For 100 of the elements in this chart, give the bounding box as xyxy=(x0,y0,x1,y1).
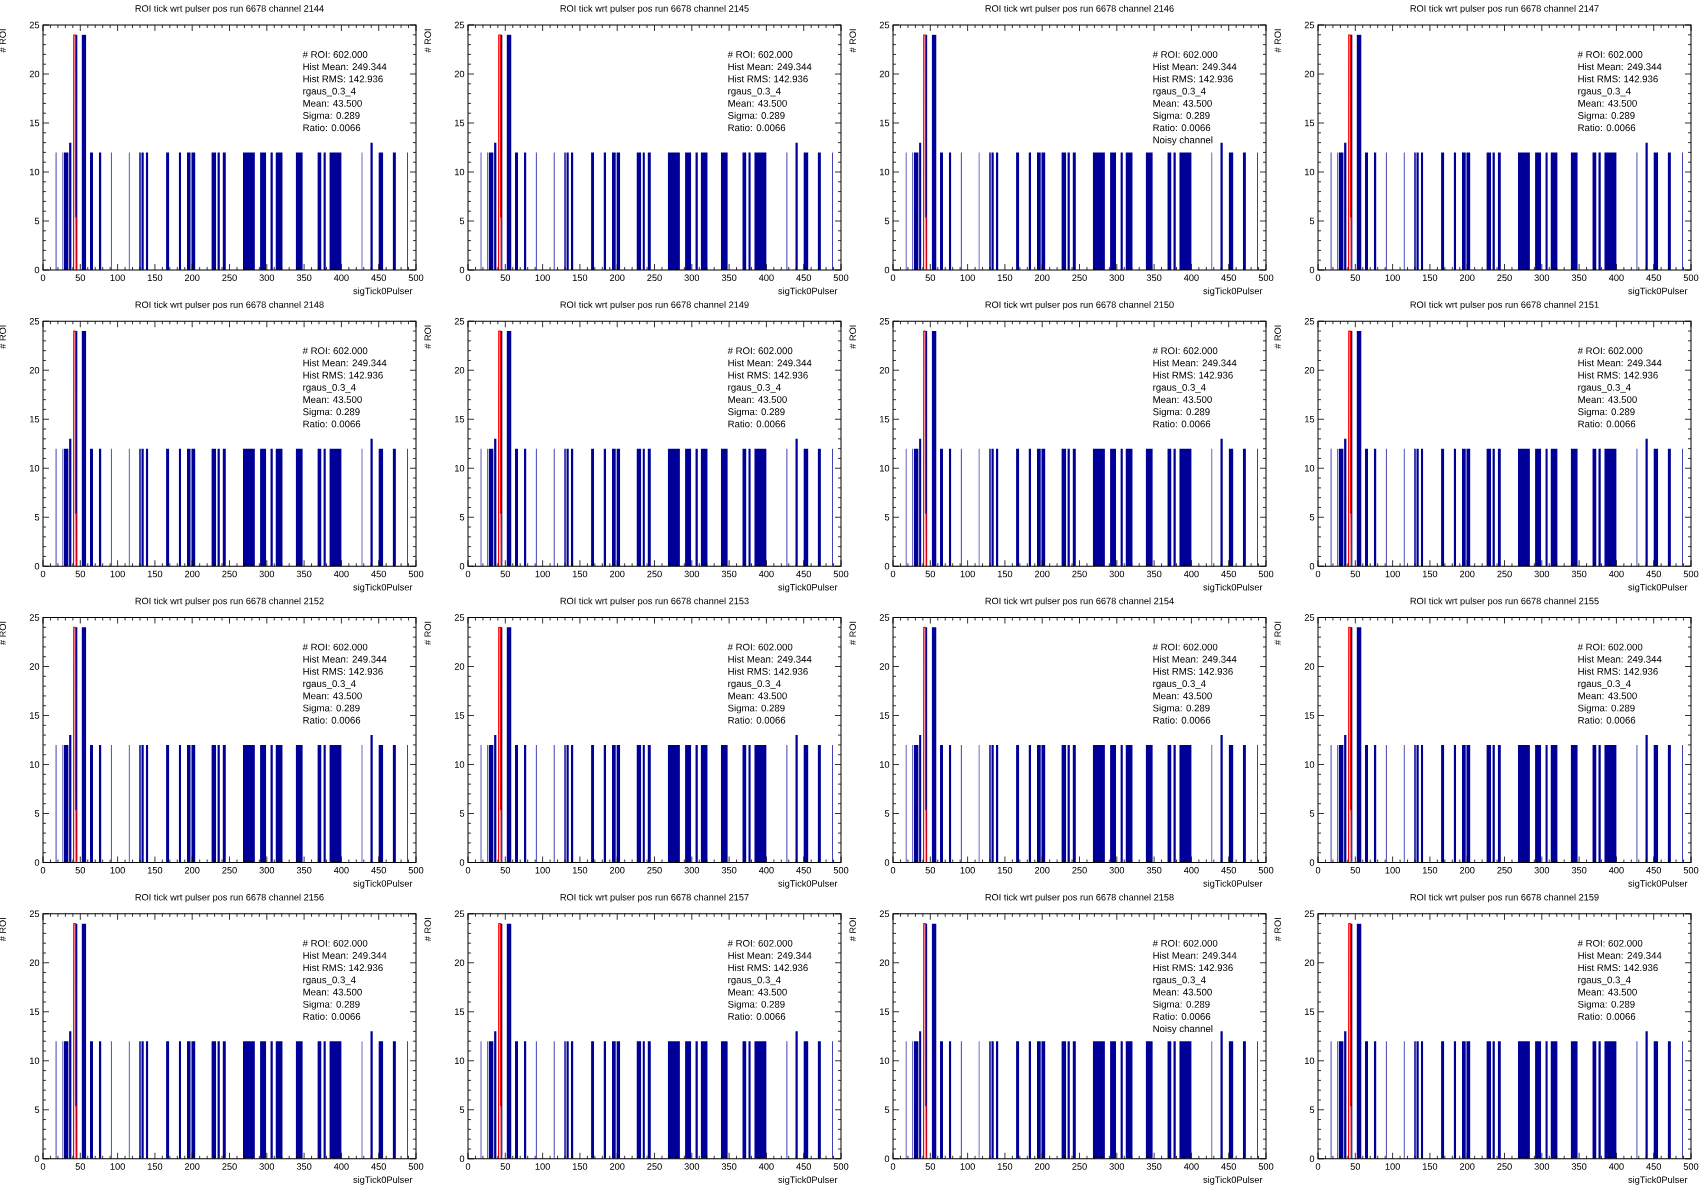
x-tick-label: 200 xyxy=(1460,866,1475,874)
annotation: Mean: 43.500 xyxy=(1578,692,1637,700)
annotation: Sigma: 0.289 xyxy=(1578,1000,1635,1010)
x-tick-label: 0 xyxy=(40,570,46,578)
x-tick-label: 200 xyxy=(1035,570,1050,578)
x-tick-label: 350 xyxy=(1146,866,1162,874)
y-tick-label: 20 xyxy=(1304,70,1315,78)
y-tick-label: 20 xyxy=(879,959,890,967)
annotation: Ratio: 0.0066 xyxy=(1578,1012,1636,1020)
x-tick-label: 500 xyxy=(408,1163,424,1170)
y-tick-label: 25 xyxy=(1304,910,1315,918)
annotation: rgaus_0.3_4 xyxy=(1578,680,1631,689)
chart-title: ROI tick wrt pulser pos run 6678 channel 2147 xyxy=(1410,4,1599,14)
x-tick-label: 150 xyxy=(147,570,163,578)
annotation: Mean: 43.500 xyxy=(303,99,362,107)
x-tick-label: 100 xyxy=(535,866,550,874)
x-tick-label: 500 xyxy=(1258,866,1274,874)
y-tick-label: 5 xyxy=(34,217,40,225)
x-tick-label: 150 xyxy=(997,274,1013,281)
annotation: Hist Mean: 249.344 xyxy=(728,951,812,959)
x-tick-label: 100 xyxy=(960,866,975,874)
x-tick-label: 150 xyxy=(572,570,588,578)
annotation: # ROI: 602.000 xyxy=(1152,939,1218,947)
x-tick-label: 200 xyxy=(185,866,200,874)
x-tick-label: 450 xyxy=(1221,274,1237,281)
annotation: Hist RMS: 142.936 xyxy=(1578,75,1658,83)
y-tick-label: 5 xyxy=(1309,217,1315,225)
y-tick-label: 15 xyxy=(1305,119,1315,127)
y-tick-label: 5 xyxy=(459,810,465,817)
x-tick-label: 50 xyxy=(500,1163,511,1170)
y-tick-label: 15 xyxy=(30,416,40,423)
y-tick-label: 10 xyxy=(30,1057,40,1065)
y-tick-label: 20 xyxy=(879,70,890,78)
y-axis-title: # ROI xyxy=(1274,918,1281,942)
annotation: Ratio: 0.0066 xyxy=(1578,124,1636,132)
x-tick-label: 50 xyxy=(75,570,86,578)
x-tick-label: 400 xyxy=(333,1163,349,1170)
y-tick-label: 15 xyxy=(1305,416,1315,423)
x-tick-label: 450 xyxy=(371,866,387,874)
x-tick-label: 450 xyxy=(1646,1163,1662,1170)
y-tick-label: 0 xyxy=(34,1155,40,1163)
y-tick-label: 10 xyxy=(455,464,465,472)
x-tick-label: 150 xyxy=(572,274,588,281)
x-tick-label: 50 xyxy=(500,274,511,281)
annotation: Ratio: 0.0066 xyxy=(728,1012,786,1020)
y-tick-label: 15 xyxy=(455,416,465,423)
x-tick-label: 100 xyxy=(110,570,125,578)
annotation: Hist Mean: 249.344 xyxy=(303,951,387,959)
x-tick-label: 400 xyxy=(1608,274,1624,281)
annotation: # ROI: 602.000 xyxy=(1577,643,1643,651)
annotation: Hist RMS: 142.936 xyxy=(1153,667,1233,675)
x-tick-label: 0 xyxy=(40,866,46,874)
annotation: Sigma: 0.289 xyxy=(1578,704,1635,714)
x-tick-label: 200 xyxy=(185,274,200,281)
x-tick-label: 300 xyxy=(1109,1163,1125,1170)
annotation: rgaus_0.3_4 xyxy=(1153,383,1206,393)
y-tick-label: 25 xyxy=(879,21,890,29)
annotation: Sigma: 0.289 xyxy=(1153,408,1210,418)
x-tick-label: 100 xyxy=(960,570,975,578)
x-tick-label: 300 xyxy=(259,570,275,578)
x-axis-title: sigTick0Pulser xyxy=(353,879,413,889)
y-tick-label: 20 xyxy=(879,663,890,670)
annotation: rgaus_0.3_4 xyxy=(1578,383,1631,393)
y-tick-label: 5 xyxy=(1309,514,1315,521)
x-tick-label: 200 xyxy=(610,866,625,874)
x-tick-label: 100 xyxy=(1385,1163,1400,1170)
y-tick-label: 0 xyxy=(884,1155,890,1163)
annotation: Ratio: 0.0066 xyxy=(1153,124,1211,132)
annotation: Mean: 43.500 xyxy=(1578,99,1637,107)
x-tick-label: 100 xyxy=(110,1163,125,1170)
x-tick-label: 50 xyxy=(925,866,936,874)
x-tick-label: 300 xyxy=(684,1163,700,1170)
x-tick-label: 0 xyxy=(1315,570,1321,578)
annotation: Mean: 43.500 xyxy=(1578,396,1637,403)
x-axis-title: sigTick0Pulser xyxy=(353,287,413,297)
annotation: Hist Mean: 249.344 xyxy=(1578,63,1662,71)
y-tick-label: 20 xyxy=(29,663,40,670)
annotation: Ratio: 0.0066 xyxy=(1578,716,1636,724)
y-tick-label: 25 xyxy=(879,614,890,621)
annotation: Sigma: 0.289 xyxy=(728,704,785,714)
chart-title: ROI tick wrt pulser pos run 6678 channel 2153 xyxy=(560,597,749,607)
y-tick-label: 10 xyxy=(30,168,40,176)
annotation: Ratio: 0.0066 xyxy=(1153,716,1211,724)
y-axis-title: # ROI xyxy=(1274,621,1281,645)
x-axis-title: sigTick0Pulser xyxy=(778,1176,838,1185)
y-axis-title: # ROI xyxy=(849,918,856,942)
y-tick-label: 25 xyxy=(454,910,465,918)
y-tick-label: 10 xyxy=(455,168,465,176)
annotation: # ROI: 602.000 xyxy=(302,939,368,947)
annotation: Hist Mean: 249.344 xyxy=(728,655,812,663)
x-tick-label: 200 xyxy=(610,1163,625,1170)
x-tick-label: 400 xyxy=(758,274,774,281)
x-tick-label: 300 xyxy=(259,1163,275,1170)
x-tick-label: 350 xyxy=(1146,1163,1162,1170)
annotation: Hist RMS: 142.936 xyxy=(728,75,808,83)
annotation: Hist RMS: 142.936 xyxy=(303,371,383,379)
x-tick-label: 300 xyxy=(1534,570,1550,578)
y-tick-label: 25 xyxy=(454,21,465,29)
x-tick-label: 450 xyxy=(1646,866,1662,874)
x-tick-label: 100 xyxy=(535,274,550,281)
